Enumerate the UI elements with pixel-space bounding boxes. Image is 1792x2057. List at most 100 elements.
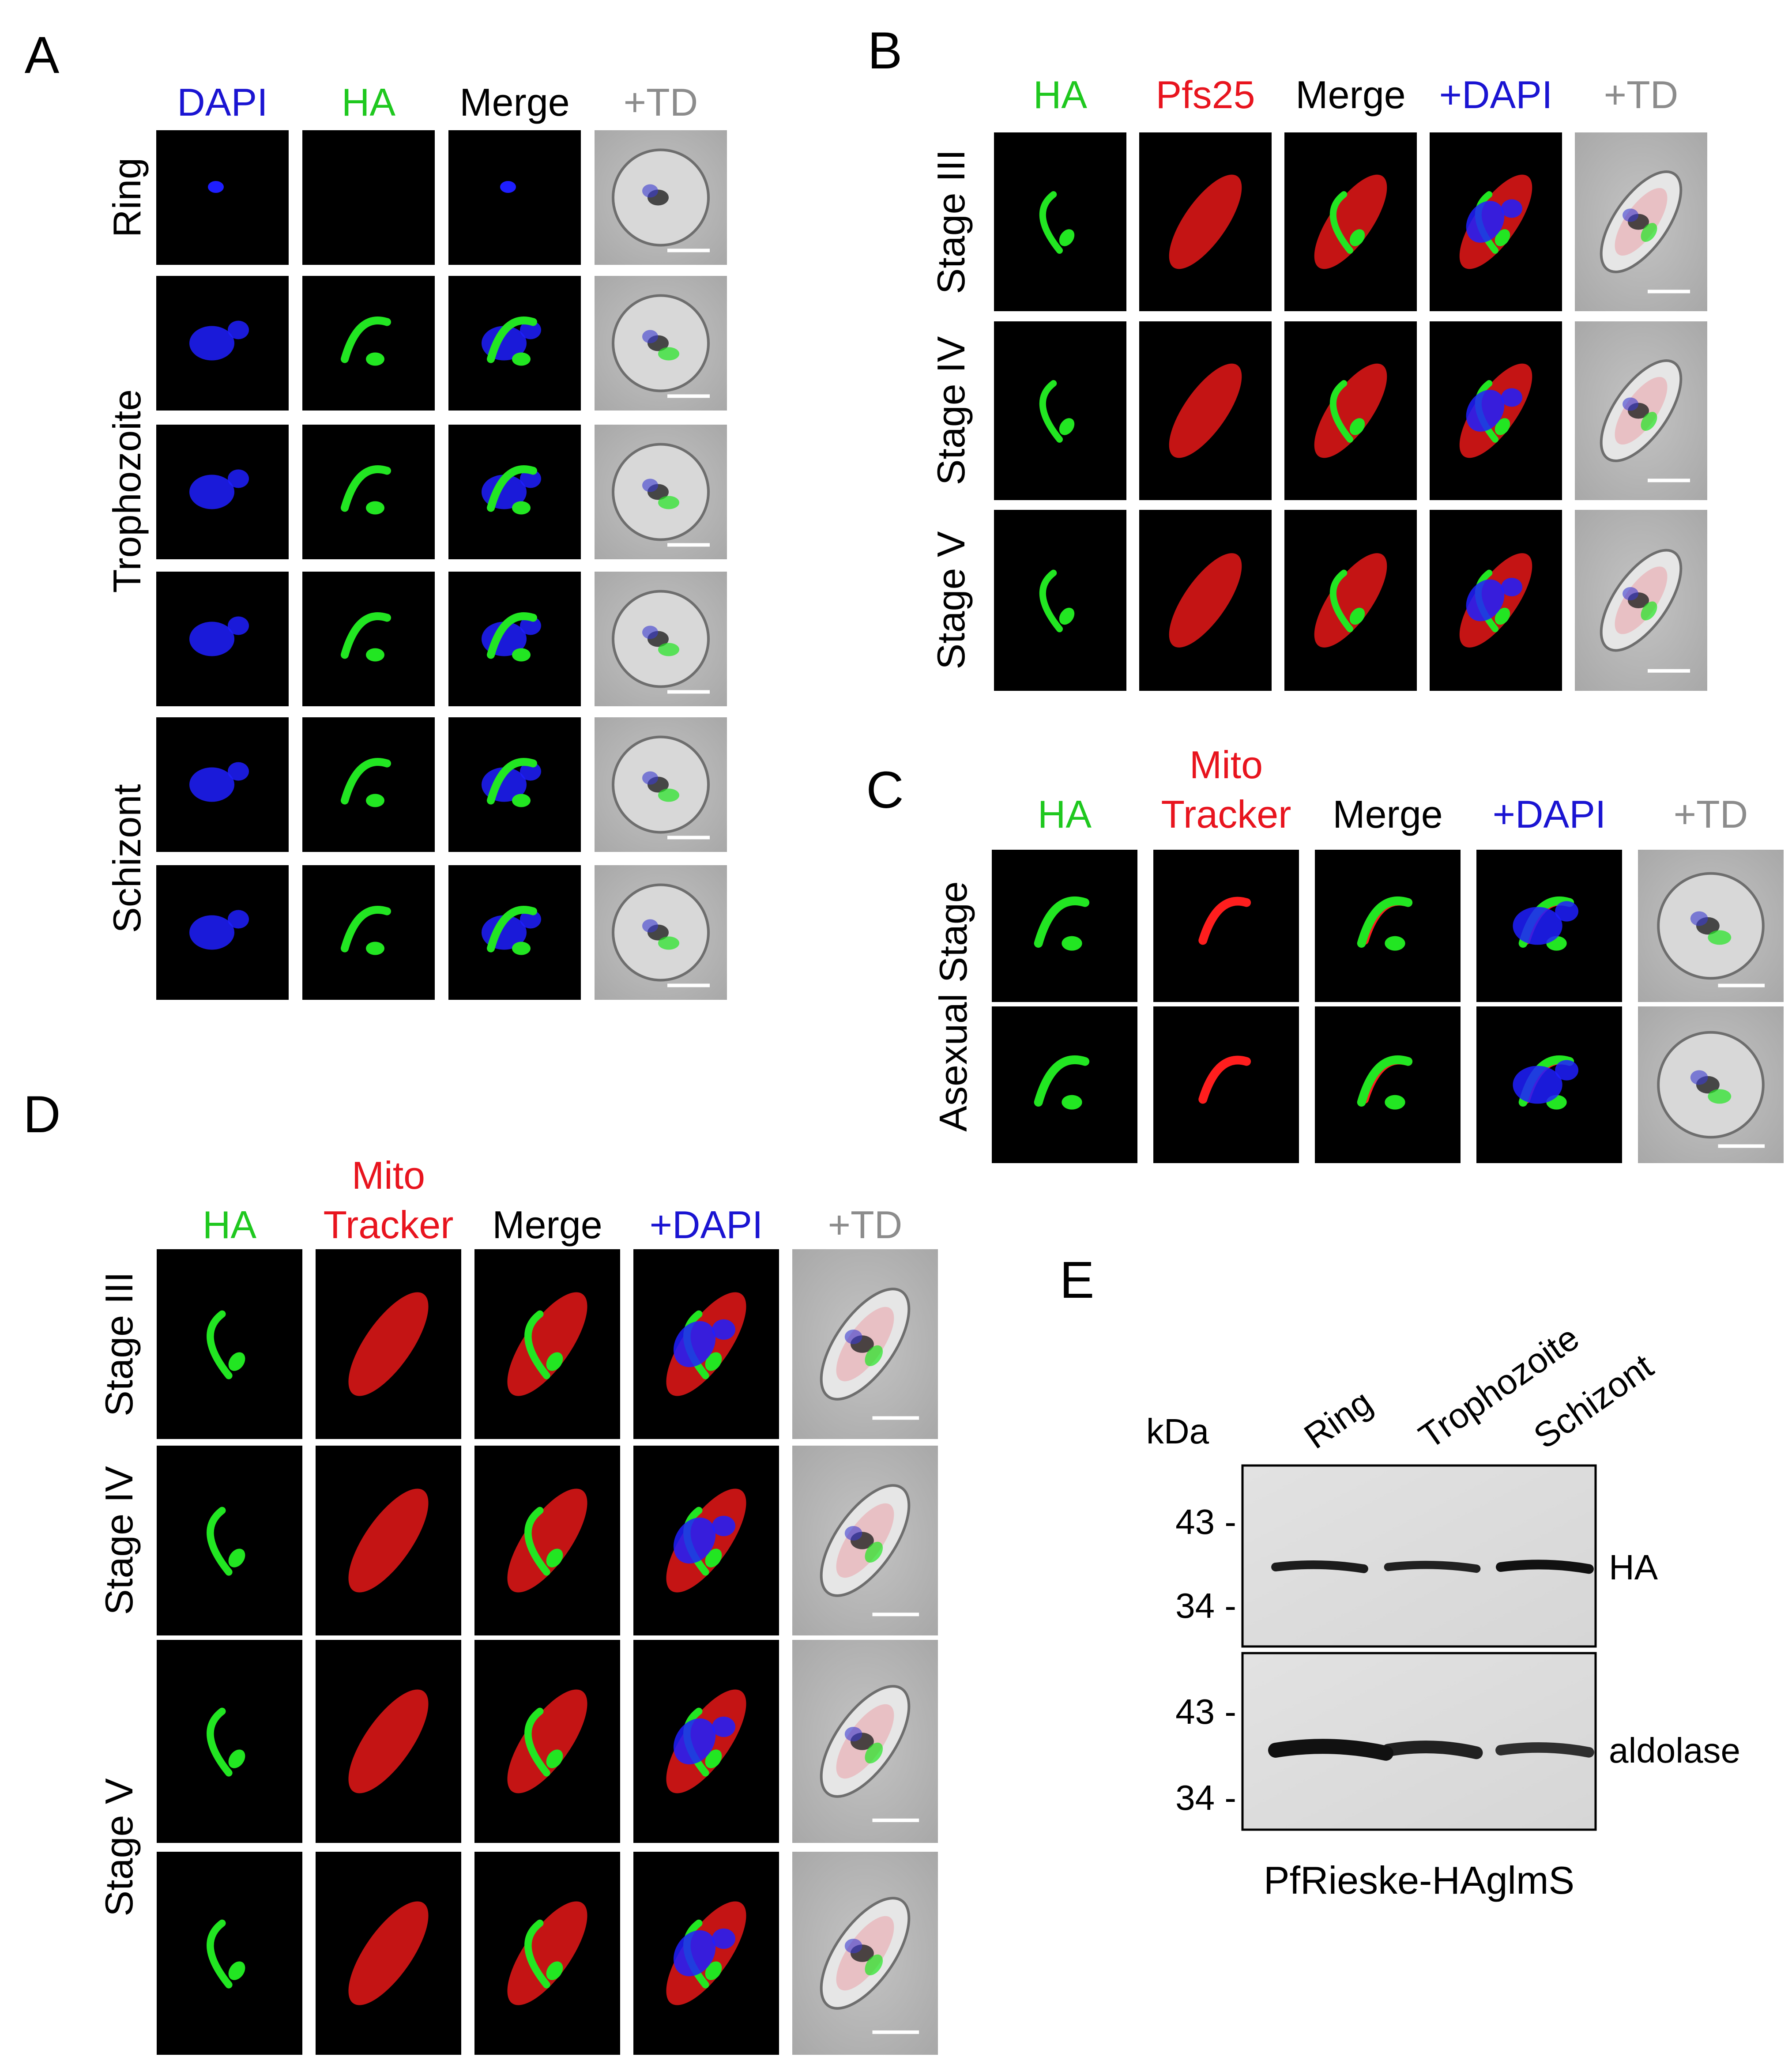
blot-aldolase: 43 - 34 - aldolase <box>1175 1652 1740 1831</box>
blot-label-HA: HA <box>1609 1548 1658 1587</box>
image-row-D-0 <box>157 1249 938 1439</box>
micrograph-D-r0-c4 <box>792 1249 938 1439</box>
micrograph-B-r2-c1 <box>1139 510 1272 691</box>
micrograph-D-r2-c4 <box>792 1640 938 1843</box>
column-header-D-1-line2: Tracker <box>324 1203 454 1247</box>
row-label-D-2: Stage V <box>97 1778 141 1916</box>
micrograph-C-r0-c4 <box>1638 850 1784 1002</box>
micrograph-A-r4-c3 <box>595 717 727 852</box>
band-HA-lane-0 <box>1271 1560 1368 1573</box>
micrograph-C-r1-c0 <box>992 1006 1137 1163</box>
column-header-C-0: HA <box>1038 792 1092 836</box>
micrograph-B-r2-c0 <box>994 510 1126 691</box>
panel-A: A DAPI HA Merge +TD Ring Trophozoite Schizont <box>25 26 727 1000</box>
micrograph-A-r5-c3 <box>595 865 727 1000</box>
column-header-B-2: Merge <box>1295 73 1405 117</box>
micrograph-C-r0-c3 <box>1476 850 1622 1002</box>
image-row-C-1 <box>992 1006 1784 1163</box>
micrograph-D-r0-c0 <box>157 1249 302 1439</box>
band-aldolase-lane-2 <box>1495 1742 1594 1758</box>
micrograph-D-r0-c1 <box>316 1249 461 1439</box>
marker-aldolase-0: 43 - <box>1175 1692 1236 1731</box>
micrograph-B-r0-c0 <box>994 132 1126 311</box>
row-label-C-0: Asexual Stage <box>931 881 975 1132</box>
image-row-A-2 <box>156 425 727 559</box>
micrograph-D-r3-c3 <box>633 1852 779 2055</box>
micrograph-C-r0-c2 <box>1315 850 1461 1002</box>
micrograph-B-r2-c3 <box>1430 510 1562 691</box>
image-row-C-0 <box>992 850 1784 1002</box>
micrograph-D-r1-c3 <box>633 1446 779 1635</box>
column-header-A-1: HA <box>342 80 396 124</box>
image-row-D-1 <box>157 1446 938 1635</box>
band-aldolase-lane-0 <box>1268 1739 1393 1761</box>
column-header-B-1: Pfs25 <box>1156 73 1255 117</box>
column-header-B-3: +DAPI <box>1439 73 1553 117</box>
column-header-A-0: DAPI <box>177 80 267 124</box>
micrograph-B-r2-c4 <box>1575 510 1707 691</box>
image-row-B-1 <box>994 321 1707 500</box>
marker-HA-0: 43 - <box>1175 1502 1236 1541</box>
column-header-B-4: +TD <box>1604 73 1679 117</box>
micrograph-C-r1-c3 <box>1476 1006 1622 1163</box>
micrograph-D-r2-c3 <box>633 1640 779 1843</box>
column-header-C-2: Merge <box>1333 792 1442 836</box>
micrograph-D-r1-c0 <box>157 1446 302 1635</box>
micrograph-A-r3-c3 <box>595 572 727 706</box>
panel-letter-C: C <box>866 761 904 819</box>
micrograph-A-r0-c1 <box>302 130 435 265</box>
micrograph-A-r0-c3 <box>595 130 727 265</box>
panel-letter-B: B <box>868 22 903 80</box>
micrograph-C-r1-c4 <box>1638 1006 1784 1163</box>
micrograph-C-r1-c1 <box>1153 1006 1299 1163</box>
row-label-A-2: Schizont <box>105 784 149 933</box>
panel-B: B HA Pfs25 Merge +DAPI +TD Stage III Stage IV St… <box>868 22 1707 691</box>
micrograph-B-r1-c3 <box>1430 321 1562 500</box>
image-row-B-2 <box>994 510 1707 691</box>
micrograph-D-r2-c1 <box>316 1640 461 1843</box>
micrograph-A-r3-c2 <box>448 572 581 706</box>
marker-HA-1: 34 - <box>1175 1586 1236 1625</box>
blot-label-aldolase: aldolase <box>1609 1731 1740 1770</box>
image-row-A-5 <box>156 865 727 1000</box>
band-HA-lane-2 <box>1496 1560 1594 1574</box>
panel-D: D HA Mito Tracker Merge +DAPI +TD Stage III Stag… <box>23 1085 938 2055</box>
blot-caption: PfRieske-HAglmS <box>1264 1858 1574 1902</box>
micrograph-B-r0-c1 <box>1139 132 1272 311</box>
panel-C: C HA Mito Tracker Merge +DAPI +TD Asexual Stage <box>866 743 1784 1163</box>
micrograph-A-r1-c0 <box>156 276 289 411</box>
micrograph-A-r1-c2 <box>448 276 581 411</box>
image-row-A-4 <box>156 717 727 852</box>
micrograph-C-r0-c0 <box>992 850 1137 1002</box>
panel-letter-A: A <box>25 26 60 84</box>
micrograph-B-r0-c4 <box>1575 132 1707 311</box>
micrograph-D-r0-c2 <box>474 1249 620 1439</box>
micrograph-C-r0-c1 <box>1153 850 1299 1002</box>
micrograph-A-r2-c2 <box>448 425 581 559</box>
micrograph-D-r1-c1 <box>316 1446 461 1635</box>
micrograph-A-r5-c0 <box>156 865 289 1000</box>
micrograph-C-r1-c2 <box>1315 1006 1461 1163</box>
image-row-A-3 <box>156 572 727 706</box>
micrograph-B-r1-c4 <box>1575 321 1707 500</box>
micrograph-D-r1-c4 <box>792 1446 938 1635</box>
micrograph-B-r1-c2 <box>1284 321 1417 500</box>
micrograph-D-r3-c0 <box>157 1852 302 2055</box>
marker-aldolase-1: 34 - <box>1175 1778 1236 1817</box>
micrograph-D-r3-c4 <box>792 1852 938 2055</box>
micrograph-B-r1-c1 <box>1139 321 1272 500</box>
micrograph-D-r3-c1 <box>316 1852 461 2055</box>
column-header-D-4: +TD <box>828 1203 903 1247</box>
row-label-D-1: Stage IV <box>97 1466 141 1615</box>
band-aldolase-lane-1 <box>1382 1741 1483 1759</box>
column-header-D-1: Mito <box>352 1153 425 1197</box>
image-row-A-1 <box>156 276 727 411</box>
micrograph-A-r1-c1 <box>302 276 435 411</box>
micrograph-B-r0-c3 <box>1430 132 1562 311</box>
row-label-D-0: Stage III <box>97 1272 141 1417</box>
column-header-C-1: Mito <box>1190 743 1263 787</box>
blot-HA: 43 - 34 - HA <box>1175 1464 1658 1648</box>
micrograph-D-r3-c2 <box>474 1852 620 2055</box>
column-header-A-3: +TD <box>624 80 698 124</box>
